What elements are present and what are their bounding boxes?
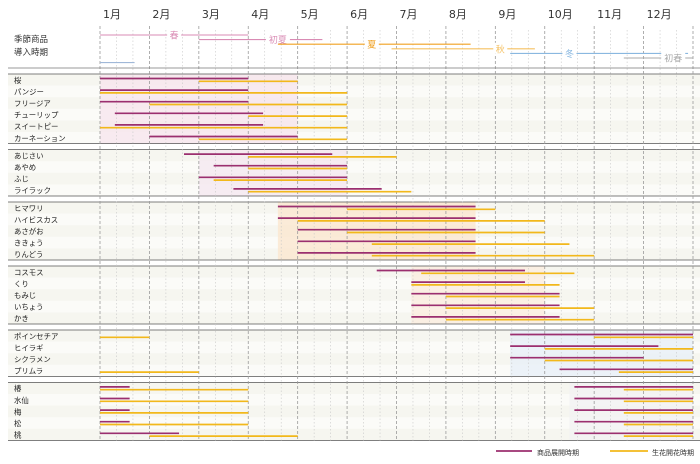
item-label: ヒイラギ — [14, 343, 44, 352]
header-label: 導入時期 — [14, 47, 48, 58]
season-label: 冬 — [565, 48, 574, 60]
month-label: 12月 — [647, 8, 672, 21]
item-label: かき — [14, 314, 29, 323]
item-label: コスモス — [14, 268, 44, 277]
row-stripe — [8, 132, 700, 144]
month-label: 10月 — [548, 8, 573, 21]
month-label: 6月 — [350, 8, 368, 21]
bar-layer — [100, 77, 693, 437]
month-label: 9月 — [498, 8, 516, 21]
item-label: いちょう — [14, 303, 44, 312]
item-label: くり — [14, 279, 29, 288]
month-label: 7月 — [400, 8, 418, 21]
season-label-bg — [493, 42, 508, 54]
item-label: スイートピー — [14, 122, 58, 131]
item-label: フリージア — [14, 99, 51, 108]
row-stripe — [8, 108, 700, 121]
legend-bloom-label: 生花開花時期 — [652, 448, 694, 457]
row-stripe — [8, 394, 700, 406]
season-label: 秋 — [496, 43, 505, 55]
header-label: 季節商品 — [14, 34, 48, 45]
season-label: 春 — [170, 30, 179, 42]
item-label: カーネーション — [14, 134, 66, 143]
item-label: 梅 — [14, 407, 22, 416]
month-label: 8月 — [449, 8, 467, 21]
item-label: もみじ — [14, 291, 36, 300]
month-label: 4月 — [251, 8, 269, 21]
item-label: あさがお — [14, 227, 44, 236]
season-label-bg — [167, 29, 182, 40]
item-label: 松 — [14, 419, 22, 428]
label-layer: 1月 2月 3月 4月 5月 6月 7月 8月 9月 10月 11月 12月季節商品導入時期桜パンジー… — [14, 8, 672, 440]
season-label: 初春 — [664, 53, 682, 65]
item-label: ライラック — [14, 186, 51, 195]
month-label: 2月 — [152, 8, 170, 21]
season-shade — [411, 266, 545, 324]
legend-layer: 商品展開時期 生花開花時期 — [496, 448, 694, 457]
season-shade — [569, 382, 693, 441]
season-label-bg — [562, 47, 577, 59]
item-label: ヒマワリ — [14, 204, 44, 213]
season-label: 初夏 — [269, 34, 287, 46]
item-label: チューリップ — [14, 111, 59, 120]
row-stripe — [8, 417, 700, 429]
row-stripe — [8, 364, 700, 377]
season-label-bg — [661, 52, 686, 63]
row-stripe — [8, 277, 700, 290]
legend-product-label: 商品展開時期 — [537, 448, 579, 457]
item-label: 桃 — [14, 431, 22, 440]
item-label: ふじ — [14, 175, 29, 184]
item-label: 椿 — [14, 384, 22, 393]
item-label: シクラメン — [14, 355, 51, 364]
row-stripe — [8, 300, 700, 313]
group-band — [8, 266, 700, 324]
row-stripe — [8, 184, 700, 196]
month-label: 11月 — [597, 8, 622, 21]
season-label-bg — [265, 33, 290, 45]
item-label: プリムラ — [14, 367, 43, 376]
item-label: 水仙 — [14, 396, 29, 405]
item-label: ポインセチア — [14, 332, 58, 341]
item-label: りんどう — [14, 250, 43, 259]
item-label: 桜 — [14, 76, 22, 85]
item-label: ハイビスカス — [14, 215, 58, 224]
month-label: 5月 — [301, 8, 319, 21]
item-label: パンジー — [14, 87, 44, 96]
month-label: 3月 — [202, 8, 220, 21]
season-label-bg — [364, 38, 379, 50]
row-stripe — [8, 85, 700, 98]
item-label: あじさい — [14, 151, 44, 160]
row-stripe — [8, 161, 700, 173]
season-shade — [277, 202, 476, 260]
item-label: ききょう — [14, 239, 44, 248]
header-band — [0, 26, 700, 68]
season-layer: 春 初夏夏 秋 冬 初春 — [100, 29, 693, 65]
row-stripe — [8, 341, 700, 354]
season-label: 夏 — [367, 40, 376, 51]
item-label: あやめ — [14, 163, 36, 172]
month-label: 1月 — [103, 8, 121, 21]
